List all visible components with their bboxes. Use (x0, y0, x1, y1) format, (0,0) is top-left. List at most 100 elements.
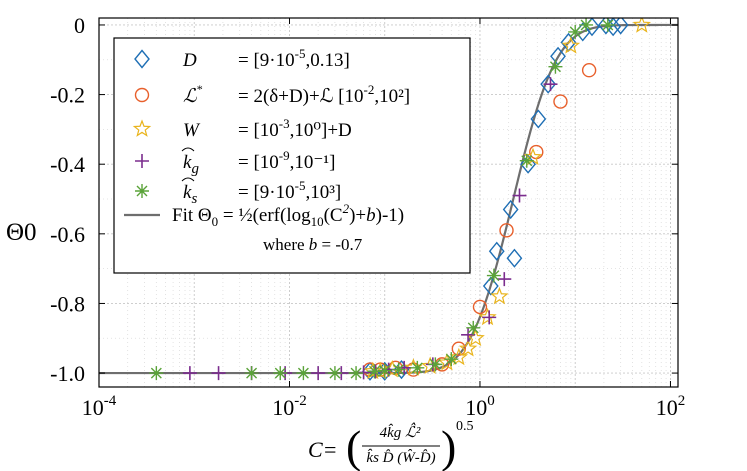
y-axis-title-symbol: Θ0 (6, 219, 37, 246)
legend-hat (181, 147, 195, 152)
x-tick-label-exp: 2 (678, 393, 686, 409)
legend-range: = [10-3,10⁰]+D (238, 116, 352, 141)
legend-entry: ℒ* = 2(δ+D)+ℒ [10-2,10²] (134, 82, 410, 107)
y-tick-label: -1.0 (50, 361, 85, 386)
legend-symbol: W (183, 120, 201, 141)
data-point (478, 307, 497, 326)
points-layer (149, 18, 652, 381)
data-point (451, 341, 467, 356)
data-point (540, 74, 557, 94)
legend-fit-label: Fit Θ0 = ½(erf(log10(C2)+b)-1) (172, 201, 404, 229)
legend-fit-formula-e: )-1) (376, 205, 404, 226)
data-point (553, 94, 568, 109)
legend-range: = [9·10-5,0.13] (238, 46, 350, 71)
data-point (581, 63, 597, 78)
x-axis-title-lhs: C= (308, 437, 338, 462)
data-point (211, 366, 226, 381)
legend-fit-where: where b = -0.7 (263, 235, 363, 254)
data-point (502, 199, 519, 220)
data-point (612, 18, 629, 35)
x-tick-label-exp: -2 (294, 393, 307, 409)
data-point (149, 366, 164, 381)
legend-entry-fit: Fit Θ0 = ½(erf(log10(C2)+b)-1) where b =… (124, 201, 404, 254)
legend-fit-where-value: = -0.7 (317, 235, 362, 254)
y-tick-label: -0.2 (50, 83, 85, 108)
legend-fit-formula-d: b (366, 205, 376, 226)
legend-fit-formula-b: (C (324, 205, 343, 226)
legend-entry: W = [10-3,10⁰]+D (132, 116, 352, 141)
data-point (548, 59, 563, 74)
legend-fit-formula-c: )+ (349, 205, 366, 226)
series-ks (149, 18, 615, 381)
data-point (632, 18, 652, 33)
x-tick-label-base: 10 (465, 395, 487, 420)
data-point (391, 362, 406, 377)
legend-entry: D = [9·10-5,0.13] (134, 46, 350, 71)
data-point (466, 320, 481, 335)
legend-marker (132, 119, 152, 137)
data-point (506, 248, 523, 268)
legend-symbol: ks (183, 182, 197, 207)
x-axis-title: C= ( 4k̂g ℒ̂² k̂s D̂ (Ŵ-D̂) ) 0.5 (308, 419, 474, 471)
legend-fit-where-text: where (263, 235, 305, 254)
legend-marker (134, 87, 150, 103)
y-axis-title: Θ0 (6, 219, 37, 246)
data-point (482, 310, 497, 325)
y-tick-label: -0.6 (50, 222, 85, 247)
x-tick-label: 10-2 (272, 393, 307, 420)
plot-frame (98, 17, 679, 388)
data-point (519, 153, 534, 168)
data-point (244, 366, 259, 381)
data-point (512, 188, 527, 203)
x-tick-label-exp: 0 (487, 393, 495, 409)
x-axis-title-paren-close: ) (441, 421, 456, 471)
data-point (568, 24, 583, 39)
data-point (367, 364, 382, 379)
data-point (377, 363, 392, 378)
legend-marker (135, 154, 149, 168)
data-point (466, 328, 485, 347)
y-tick-labels: 0 -0.2 -0.4 -0.6 -0.8 -1.0 (50, 13, 85, 386)
legend-hat (181, 177, 195, 182)
legend: D = [9·10-5,0.13] ℒ* = 2(δ+D)+ℒ [10-2,10²] W… (113, 37, 471, 274)
y-tick-label: -0.8 (50, 291, 85, 316)
data-point (349, 366, 364, 381)
legend-entry: kg = [10-9,10⁻¹] (135, 147, 335, 177)
x-axis-title-numerator: 4k̂g ℒ̂² (380, 422, 421, 441)
legend-fit-sub: 0 (212, 214, 219, 229)
legend-fit-formula-a: = ½(erf(log (218, 205, 311, 226)
data-point (273, 366, 288, 381)
data-point (482, 276, 499, 296)
legend-box (113, 37, 471, 274)
y-tick-label: -0.4 (50, 152, 85, 177)
legend-fit-where-var: b (309, 235, 318, 254)
legend-entries: D = [9·10-5,0.13] ℒ* = 2(δ+D)+ℒ [10-2,10²] W… (132, 46, 410, 207)
data-point (499, 223, 514, 238)
x-axis-title-denominator: k̂s D̂ (Ŵ-D̂) (366, 449, 435, 466)
x-tick-label-exp: -4 (104, 393, 117, 409)
x-tick-labels: 10-4 10-2 100 102 (82, 393, 685, 420)
data-point (486, 268, 501, 283)
legend-fit-name: Fit Θ (172, 205, 212, 226)
data-point (296, 366, 311, 381)
legend-marker (134, 49, 150, 69)
data-point (488, 241, 505, 261)
data-point (428, 357, 443, 372)
x-tick-label: 102 (656, 393, 686, 420)
x-axis-title-paren-open: ( (346, 421, 361, 471)
data-point (579, 18, 594, 32)
data-point (543, 77, 558, 92)
data-point (410, 360, 425, 375)
x-axis-title-exponent: 0.5 (456, 419, 474, 434)
x-tick-label: 10-4 (82, 393, 117, 420)
ticks (98, 18, 678, 387)
legend-fit-formula-sub: 10 (311, 214, 324, 229)
data-point (561, 36, 581, 54)
x-tick-label-base: 10 (272, 395, 294, 420)
legend-entry: ks = [9·10-5,10³] (135, 177, 341, 207)
legend-symbol: ℒ* (183, 82, 203, 107)
data-point (472, 299, 488, 315)
legend-fit-formula-sup: 2 (343, 201, 350, 216)
legend-range: = 2(δ+D)+ℒ [10-2,10²] (238, 82, 410, 107)
